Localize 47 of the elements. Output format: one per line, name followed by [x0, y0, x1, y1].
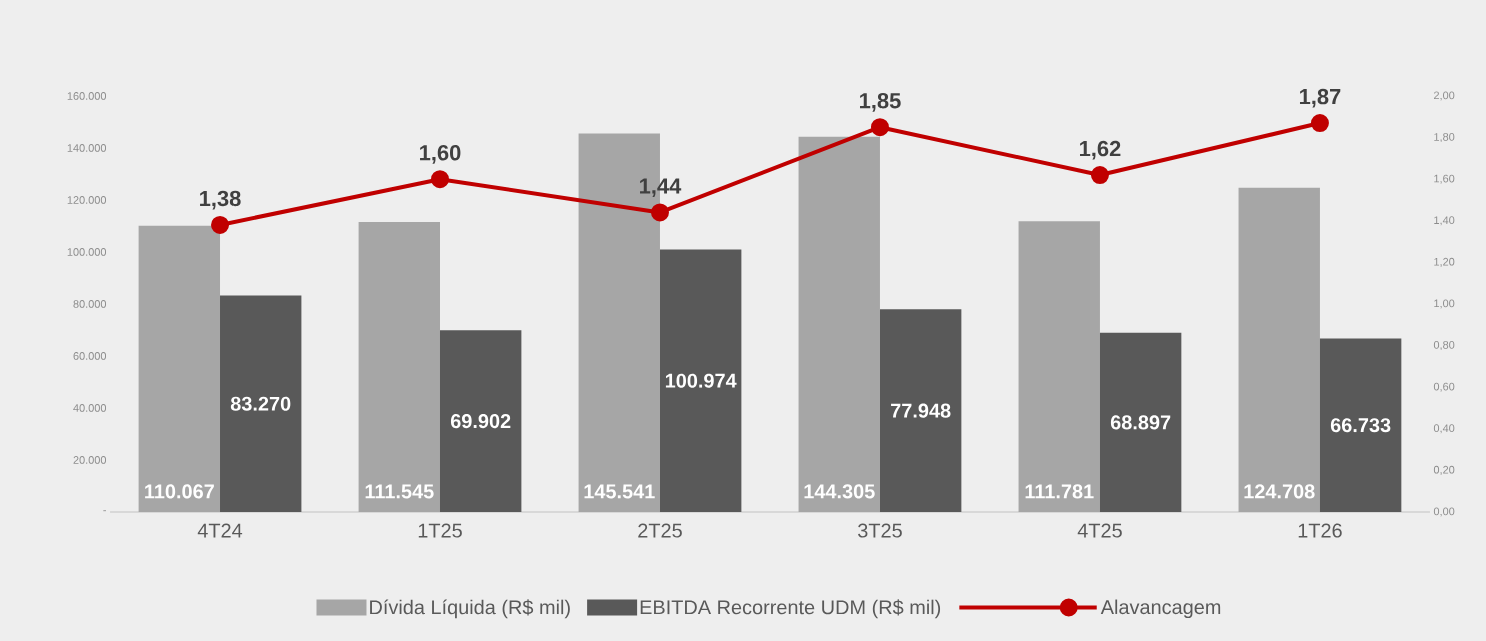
data-label: 110.067	[145, 484, 214, 499]
data-label: 124.708	[1244, 484, 1315, 499]
y2-tick-label: 1,60	[1434, 174, 1455, 184]
data-label: 1,38	[200, 190, 241, 210]
y-tick-label: 40.000	[73, 404, 107, 412]
data-label: 69.902	[450, 414, 511, 429]
y-tick-label: 160.000	[67, 92, 107, 100]
y2-tick-label: 0,60	[1433, 382, 1455, 392]
x-tick-label: 1T26	[1298, 523, 1342, 538]
y-tick-label: 100.000	[67, 248, 107, 256]
data-label: 111.781	[1025, 484, 1094, 499]
x-tick-label: 1T25	[418, 523, 462, 538]
data-label: 1,87	[1299, 88, 1341, 108]
y-tick-label: 20.000	[73, 456, 107, 464]
y-tick-label: 120.000	[67, 196, 107, 204]
data-label: 1,44	[640, 178, 682, 197]
data-label: 68.897	[1110, 415, 1171, 430]
y2-tick-label: 0,40	[1433, 424, 1455, 434]
y2-tick-label: 1,00	[1434, 299, 1455, 309]
y-tick-label: 60.000	[73, 352, 107, 360]
data-label: 111.545	[365, 484, 434, 499]
legend-label: Alavancagem	[1100, 599, 1221, 619]
data-label: 100.974	[665, 373, 737, 388]
y-tick-label: 140.000	[67, 144, 107, 152]
x-tick-label: 3T25	[858, 523, 902, 538]
y2-tick-label: 0,80	[1433, 341, 1455, 351]
y2-tick-label: 1,40	[1434, 216, 1455, 226]
data-label: 66.733	[1330, 418, 1391, 433]
data-label: 145.541	[584, 484, 655, 499]
data-label: 77.948	[891, 403, 951, 418]
data-label: 83.270	[230, 396, 291, 411]
data-label: 144.305	[804, 484, 875, 499]
data-label: 1,60	[420, 144, 461, 164]
x-tick-label: 4T25	[1077, 523, 1122, 538]
legend-label: Dívida Líquida (R$ mil)	[370, 599, 570, 619]
y2-tick-label: 1,80	[1434, 133, 1455, 143]
x-tick-label: 2T25	[638, 523, 682, 538]
data-label: 1,62	[1080, 140, 1121, 160]
y2-tick-label: 0,00	[1433, 507, 1455, 517]
y-tick-label: 80.000	[73, 300, 107, 308]
x-tick-label: 4T24	[197, 523, 243, 538]
y2-tick-label: 2,00	[1434, 91, 1455, 101]
legend-label: EBITDA Recorrente UDM (R$ mil)	[640, 599, 941, 619]
y-tick-label: -	[103, 510, 106, 512]
y2-tick-label: 0,20	[1433, 465, 1455, 475]
data-label: 1,85	[860, 92, 901, 112]
y2-tick-label: 1,20	[1434, 257, 1455, 267]
